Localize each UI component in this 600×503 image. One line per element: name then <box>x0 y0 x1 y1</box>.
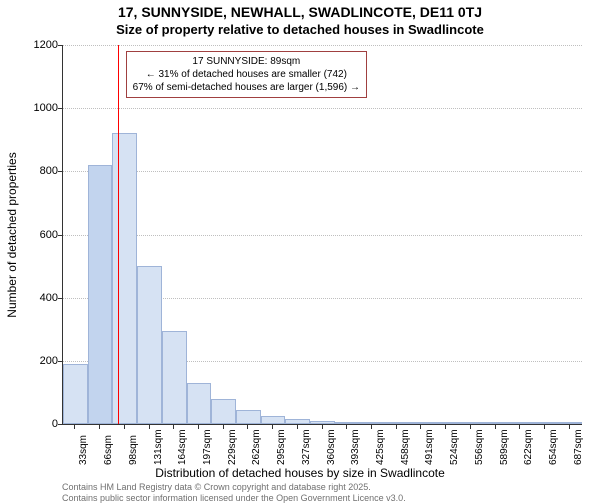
x-tick-mark <box>544 425 545 429</box>
histogram-chart: 17, SUNNYSIDE, NEWHALL, SWADLINCOTE, DE1… <box>0 0 600 500</box>
y-tick-label: 1000 <box>18 102 58 114</box>
x-tick-label: 197sqm <box>202 429 213 465</box>
histogram-bar <box>137 266 162 424</box>
x-tick-mark <box>470 425 471 429</box>
x-tick-mark <box>247 425 248 429</box>
x-tick-mark <box>519 425 520 429</box>
histogram-bar <box>285 419 310 424</box>
x-tick-label: 622sqm <box>523 429 534 465</box>
histogram-bar <box>63 364 88 424</box>
x-tick-mark <box>272 425 273 429</box>
x-tick-label: 425sqm <box>375 429 386 465</box>
x-tick-mark <box>346 425 347 429</box>
gridline <box>63 235 582 236</box>
property-marker-line <box>118 45 119 424</box>
x-tick-mark <box>297 425 298 429</box>
x-tick-label: 589sqm <box>499 429 510 465</box>
gridline <box>63 108 582 109</box>
y-tick-label: 800 <box>18 165 58 177</box>
x-tick-mark <box>223 425 224 429</box>
x-tick-mark <box>173 425 174 429</box>
histogram-bar <box>384 422 409 424</box>
x-tick-mark <box>124 425 125 429</box>
y-tick-label: 1200 <box>18 39 58 51</box>
x-tick-mark <box>445 425 446 429</box>
footer-line2: Contains public sector information licen… <box>62 493 406 503</box>
x-tick-label: 524sqm <box>449 429 460 465</box>
histogram-bar <box>434 422 459 424</box>
histogram-bar <box>112 133 137 424</box>
x-axis-label: Distribution of detached houses by size … <box>0 466 600 480</box>
x-tick-mark <box>396 425 397 429</box>
x-tick-label: 164sqm <box>177 429 188 465</box>
x-tick-label: 556sqm <box>474 429 485 465</box>
x-tick-mark <box>74 425 75 429</box>
histogram-bar <box>508 422 533 424</box>
y-axis-label: Number of detached properties <box>5 152 19 317</box>
histogram-bar <box>88 165 113 424</box>
annotation-line3: 67% of semi-detached houses are larger (… <box>133 81 360 94</box>
histogram-bar <box>533 422 558 424</box>
x-tick-label: 98sqm <box>128 435 139 465</box>
histogram-bar <box>458 422 483 424</box>
x-tick-label: 262sqm <box>251 429 262 465</box>
x-tick-label: 458sqm <box>400 429 411 465</box>
y-tick-label: 200 <box>18 355 58 367</box>
histogram-bar <box>557 422 582 424</box>
plot-area: 17 SUNNYSIDE: 89sqm ← 31% of detached ho… <box>62 45 582 425</box>
histogram-bar <box>187 383 212 424</box>
x-tick-mark <box>99 425 100 429</box>
x-tick-label: 66sqm <box>103 435 114 465</box>
histogram-bar <box>211 399 236 424</box>
x-tick-mark <box>198 425 199 429</box>
x-tick-mark <box>420 425 421 429</box>
x-tick-label: 687sqm <box>573 429 584 465</box>
x-tick-label: 327sqm <box>301 429 312 465</box>
x-tick-mark <box>371 425 372 429</box>
annotation-box: 17 SUNNYSIDE: 89sqm ← 31% of detached ho… <box>126 51 367 98</box>
x-tick-label: 491sqm <box>424 429 435 465</box>
histogram-bar <box>162 331 187 424</box>
histogram-bar <box>483 422 508 424</box>
y-tick-label: 0 <box>18 418 58 430</box>
histogram-bar <box>261 416 286 424</box>
x-tick-label: 654sqm <box>548 429 559 465</box>
histogram-bar <box>335 422 360 424</box>
x-tick-label: 229sqm <box>227 429 238 465</box>
histogram-bar <box>360 422 385 424</box>
histogram-bar <box>310 421 335 424</box>
histogram-bar <box>409 422 434 424</box>
histogram-bar <box>236 410 261 424</box>
y-tick-label: 400 <box>18 292 58 304</box>
chart-title-line1: 17, SUNNYSIDE, NEWHALL, SWADLINCOTE, DE1… <box>0 4 600 20</box>
x-tick-mark <box>569 425 570 429</box>
x-tick-mark <box>149 425 150 429</box>
annotation-line2: ← 31% of detached houses are smaller (74… <box>133 68 360 81</box>
x-tick-label: 393sqm <box>350 429 361 465</box>
x-tick-label: 295sqm <box>276 429 287 465</box>
x-tick-mark <box>495 425 496 429</box>
x-tick-label: 131sqm <box>153 429 164 465</box>
x-tick-label: 33sqm <box>78 435 89 465</box>
x-tick-label: 360sqm <box>326 429 337 465</box>
footer-line1: Contains HM Land Registry data © Crown c… <box>62 482 371 492</box>
chart-title-line2: Size of property relative to detached ho… <box>0 22 600 37</box>
gridline <box>63 45 582 46</box>
gridline <box>63 171 582 172</box>
x-tick-mark <box>322 425 323 429</box>
annotation-line1: 17 SUNNYSIDE: 89sqm <box>133 55 360 68</box>
y-tick-label: 600 <box>18 229 58 241</box>
